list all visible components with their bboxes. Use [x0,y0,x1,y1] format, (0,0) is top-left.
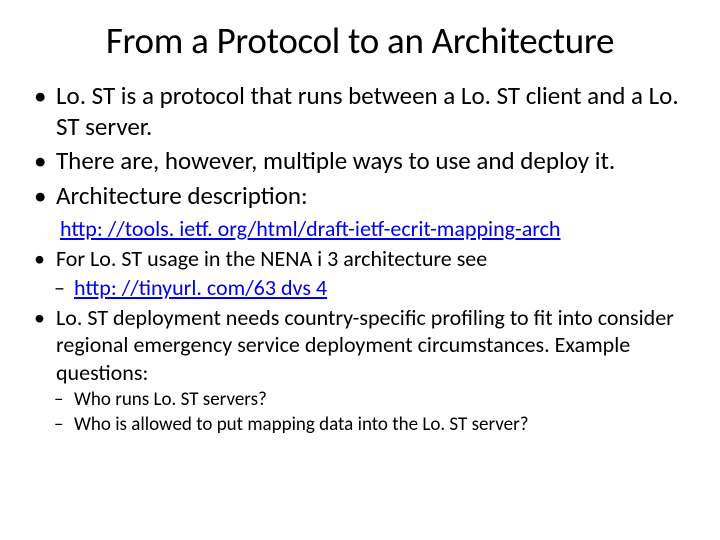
bullet-item: http: //tinyurl. com/63 dvs 4 [30,274,690,302]
slide: From a Protocol to an Architecture Lo. S… [0,0,720,540]
bullet-item: Lo. ST deployment needs country-specific… [30,304,690,387]
bullet-item: There are, however, multiple ways to use… [30,146,690,177]
bullet-list-sub: Lo. ST deployment needs country-specific… [30,304,690,387]
bullet-item: Architecture description: [30,181,690,212]
bullet-list-main: Lo. ST is a protocol that runs between a… [30,81,690,211]
link-text[interactable]: http: //tinyurl. com/63 dvs 4 [74,274,327,301]
bullet-item: Who is allowed to put mapping data into … [30,413,690,437]
bullet-item: Who runs Lo. ST servers? [30,388,690,412]
bullet-item: Lo. ST is a protocol that runs between a… [30,81,690,142]
slide-title: From a Protocol to an Architecture [30,18,690,63]
bullet-item: For Lo. ST usage in the NENA i 3 archite… [30,245,690,273]
bullet-list-questions: Who runs Lo. ST servers? Who is allowed … [30,388,690,437]
bullet-list-sub: For Lo. ST usage in the NENA i 3 archite… [30,245,690,273]
link-text[interactable]: http: //tools. ietf. org/html/draft-ietf… [30,215,690,243]
bullet-list-nested: http: //tinyurl. com/63 dvs 4 [30,274,690,302]
